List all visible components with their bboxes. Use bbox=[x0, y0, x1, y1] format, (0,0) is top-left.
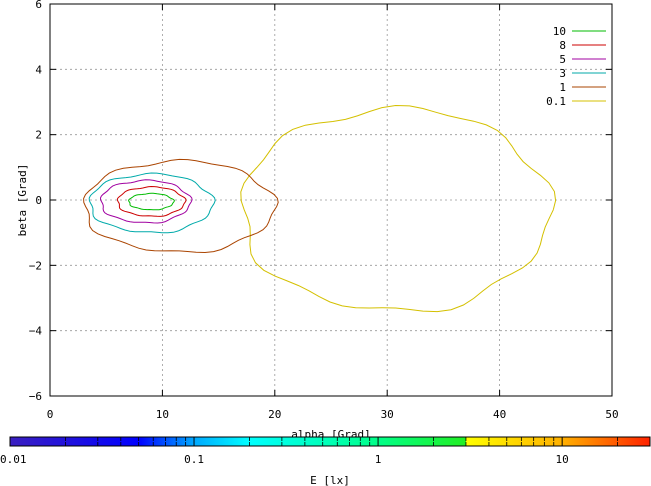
chart: 0 10 20 30 40 50 −6−4−20246 alpha [Grad] beta… bbox=[0, 0, 651, 486]
